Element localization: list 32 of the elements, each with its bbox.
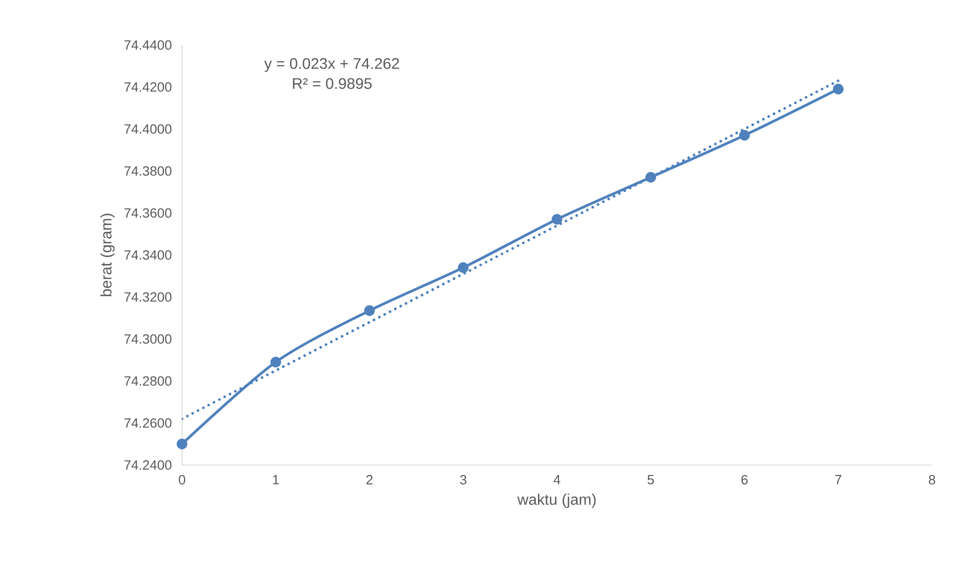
x-tick-label: 2 bbox=[366, 475, 373, 484]
y-axis-title: berat (gram) bbox=[100, 214, 115, 296]
x-tick-label: 8 bbox=[928, 475, 936, 484]
point bbox=[176, 438, 188, 450]
y-tick-label: 74.2600 bbox=[124, 418, 172, 428]
point bbox=[270, 356, 282, 368]
x-tick-label: 0 bbox=[178, 475, 186, 484]
point bbox=[739, 130, 750, 141]
y-tick-label: 74.4000 bbox=[124, 124, 172, 134]
y-tick-label: 74.4200 bbox=[124, 82, 172, 92]
annotation: y = 0.023x + 74.262 bbox=[264, 58, 399, 72]
y-tick-label: 74.3200 bbox=[124, 292, 172, 302]
x-tick-label: 4 bbox=[554, 475, 560, 484]
y-tick-label: 74.3400 bbox=[124, 250, 172, 260]
y-tick-label: 74.2800 bbox=[124, 376, 172, 386]
x-tick-label: 1 bbox=[273, 475, 279, 484]
y-tick-label: 74.3600 bbox=[124, 208, 172, 218]
x-axis-title: waktu (jam) bbox=[517, 494, 596, 508]
y-tick-label: 74.2400 bbox=[124, 460, 172, 470]
x-tick-label: 7 bbox=[835, 475, 842, 484]
x-tick-label: 6 bbox=[741, 475, 748, 484]
y-tick-label: 74.4400 bbox=[124, 40, 172, 50]
y-tick-label: 74.3000 bbox=[124, 334, 172, 344]
annotation: R² = 0.9895 bbox=[292, 78, 372, 89]
x-tick-label: 3 bbox=[460, 475, 466, 484]
point bbox=[832, 84, 844, 94]
point bbox=[552, 214, 562, 225]
point bbox=[645, 172, 656, 183]
x-tick-label: 5 bbox=[648, 475, 654, 484]
point bbox=[458, 262, 469, 273]
y-tick-label: 74.3800 bbox=[124, 166, 172, 176]
point bbox=[364, 305, 375, 316]
